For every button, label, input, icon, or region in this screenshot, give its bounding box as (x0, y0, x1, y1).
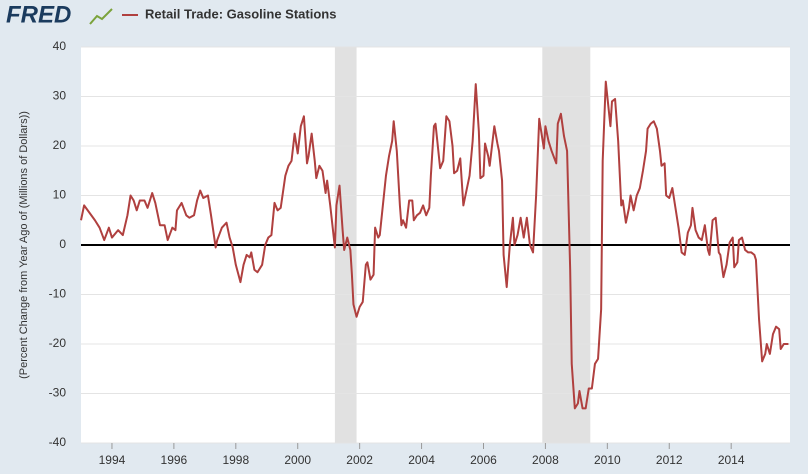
y-tick-label: 40 (53, 39, 67, 53)
legend-label: Retail Trade: Gasoline Stations (145, 6, 336, 21)
y-tick-label: 0 (59, 237, 66, 251)
x-tick-label: 2000 (284, 453, 311, 467)
brand: FRED (6, 1, 71, 28)
x-tick-label: 1994 (99, 453, 126, 467)
x-tick-label: 2008 (532, 453, 559, 467)
y-tick-label: -40 (49, 435, 67, 449)
brand-icon (89, 8, 113, 25)
x-tick-label: 2010 (594, 453, 621, 467)
y-tick-label: -20 (49, 336, 67, 350)
x-tick-label: 2012 (656, 453, 683, 467)
y-axis-label: (Percent Change from Year Ago of (Millio… (18, 111, 30, 379)
x-tick-label: 2002 (346, 453, 373, 467)
x-tick-label: 2004 (408, 453, 435, 467)
x-tick-label: 2006 (470, 453, 497, 467)
x-tick-label: 2014 (718, 453, 745, 467)
data-line (80, 80, 789, 410)
y-tick-label: 30 (53, 89, 67, 103)
x-tick-label: 1996 (161, 453, 188, 467)
y-tick-label: 20 (53, 138, 67, 152)
y-tick-label: -10 (49, 287, 67, 301)
y-tick-label: 10 (53, 188, 67, 202)
x-tick-label: 1998 (222, 453, 249, 467)
y-tick-label: -30 (49, 386, 67, 400)
